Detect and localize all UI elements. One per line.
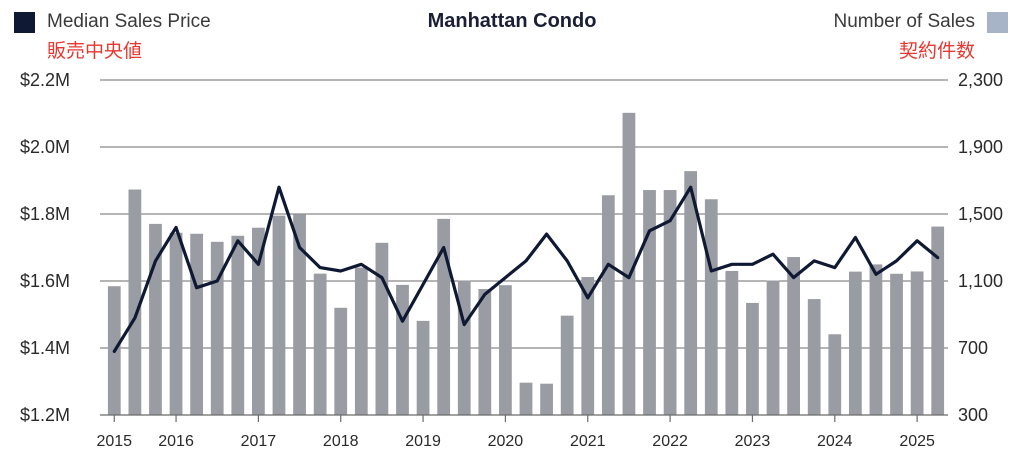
sales-bar	[313, 273, 327, 415]
sales-bar	[540, 383, 553, 415]
sales-bar	[272, 215, 286, 415]
sales-bar	[787, 257, 800, 415]
sales-bar	[519, 382, 533, 415]
sales-bar	[416, 320, 430, 415]
right-axis-tick: 300	[958, 405, 988, 425]
legend-sales-label-jp: 契約件数	[898, 40, 975, 62]
sales-bar	[910, 271, 924, 415]
sales-bar	[293, 214, 306, 415]
x-axis-tick-label: 2017	[241, 433, 277, 450]
sales-bar	[334, 307, 348, 415]
x-axis-tick-label: 2025	[899, 433, 935, 450]
sales-bar	[499, 285, 512, 415]
number-of-sales-swatch	[987, 11, 1008, 33]
x-axis-tick-label: 2018	[323, 433, 359, 450]
sales-bar	[848, 271, 862, 415]
median-price-line	[112, 185, 940, 353]
sales-bar	[169, 232, 183, 415]
chart-title: Manhattan Condo	[427, 10, 597, 32]
left-axis-tick: $1.6M	[20, 271, 70, 291]
sales-bar	[684, 171, 698, 415]
sales-bar	[396, 284, 409, 415]
sales-bar	[890, 273, 903, 415]
sales-bar	[622, 112, 636, 415]
sales-bar	[437, 218, 451, 415]
sales-bar	[766, 280, 780, 415]
sales-bar	[478, 289, 492, 415]
right-axis-tick: 1,900	[958, 137, 1003, 157]
sales-bar	[663, 190, 677, 415]
sales-bar	[354, 267, 368, 415]
right-axis-tick: 1,100	[958, 271, 1003, 291]
x-axis-tick-label: 2021	[570, 433, 606, 450]
sales-bar	[807, 299, 821, 415]
x-axis-tick-label: 2023	[735, 433, 771, 450]
sales-bar	[560, 315, 574, 415]
left-axis-tick: $2.0M	[20, 137, 70, 157]
left-axis-tick: $1.8M	[20, 204, 70, 224]
sales-bar	[375, 242, 389, 415]
sales-bar	[190, 233, 204, 415]
x-axis-tick-label: 2022	[652, 433, 688, 450]
sales-bar	[828, 334, 842, 415]
x-axis-tick-label: 2024	[817, 433, 853, 450]
sales-bar	[746, 302, 759, 415]
right-axis-tick: 700	[958, 338, 988, 358]
sales-bar	[210, 241, 224, 415]
left-axis-tick: $1.2M	[20, 405, 70, 425]
median-price-swatch	[14, 11, 35, 33]
sales-bar	[704, 199, 718, 415]
sales-bar	[725, 270, 739, 415]
sales-bar	[128, 189, 142, 415]
sales-bar	[869, 264, 883, 415]
x-axis-tick-label: 2016	[158, 433, 194, 450]
right-axis-tick: 2,300	[958, 70, 1003, 90]
x-axis-tick-label: 2019	[405, 433, 441, 450]
x-axis-tick-label: 2020	[488, 433, 524, 450]
sales-bar	[457, 280, 471, 415]
sales-bar	[601, 195, 615, 415]
legend-median-label-jp: 販売中央値	[47, 40, 143, 62]
left-axis-tick: $1.4M	[20, 338, 70, 358]
right-axis-tick: 1,500	[958, 204, 1003, 224]
legend-median-sales-price: Median Sales Price 販売中央値	[14, 10, 211, 63]
sales-bar	[643, 190, 656, 415]
legend-number-of-sales: Number of Sales 契約件数	[833, 10, 1008, 63]
legend-sales-label: Number of Sales	[833, 11, 975, 32]
sales-bar	[231, 235, 245, 415]
left-axis-tick: $2.2M	[20, 70, 70, 90]
x-axis-tick-label: 2015	[96, 433, 132, 450]
legend-median-label: Median Sales Price	[47, 11, 211, 32]
sales-bar	[931, 226, 945, 415]
sales-bar	[252, 227, 265, 415]
sales-bar	[581, 276, 595, 415]
